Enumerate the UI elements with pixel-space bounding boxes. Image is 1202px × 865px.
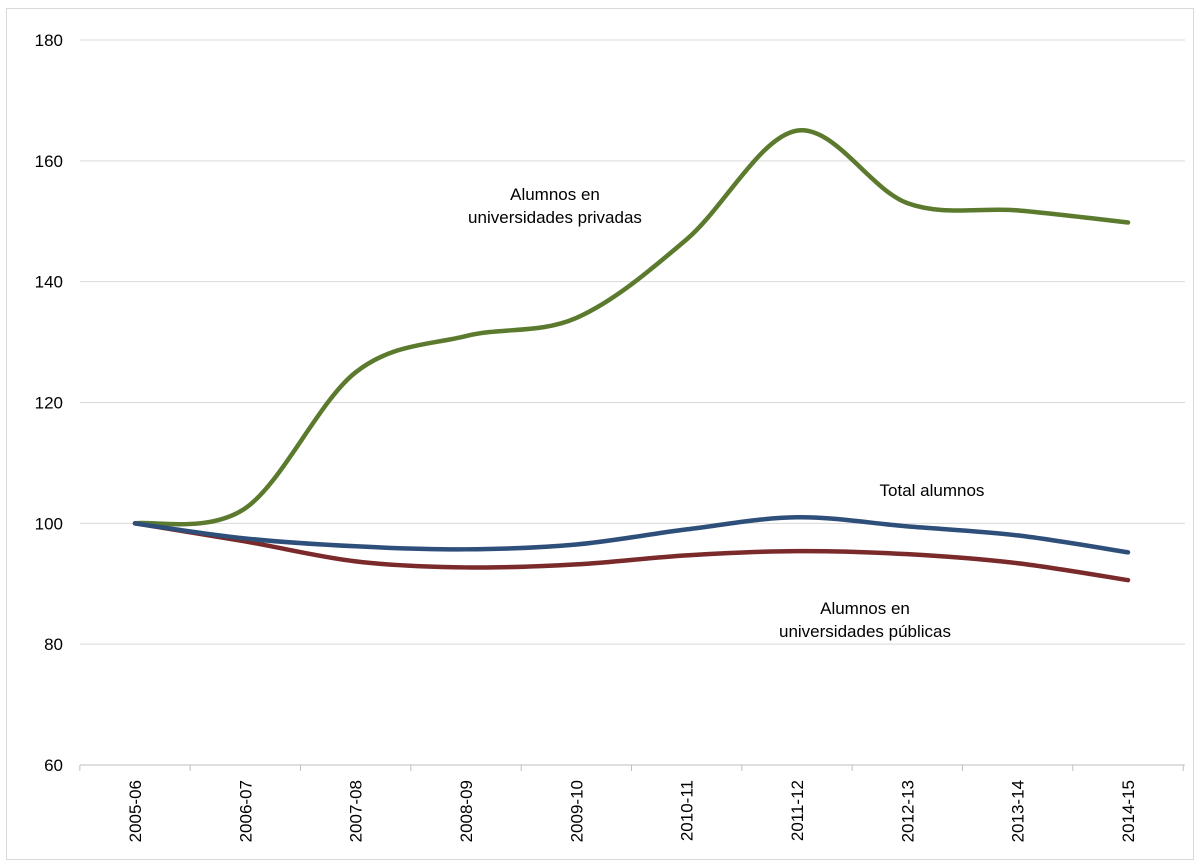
x-tick-label: 2006-07 bbox=[236, 780, 255, 842]
series-line-0 bbox=[132, 128, 1131, 527]
y-tick-label: 100 bbox=[35, 514, 63, 533]
y-tick-label: 180 bbox=[35, 31, 63, 50]
x-tick-label: 2012-13 bbox=[898, 780, 917, 842]
series-annotation-label: Total alumnos bbox=[880, 481, 985, 500]
y-tick-label: 120 bbox=[35, 394, 63, 413]
series-lines bbox=[132, 128, 1131, 583]
x-tick-label: 2011-12 bbox=[788, 780, 807, 841]
x-tick-label: 2008-09 bbox=[457, 780, 476, 842]
x-axis-ticks: 2005-06 2006-07 2007-08 2008-09 2009-10 2010-… bbox=[126, 780, 1138, 842]
x-tick-label: 2005-06 bbox=[126, 780, 145, 842]
y-tick-label: 160 bbox=[35, 152, 63, 171]
x-tick-label: 2014-15 bbox=[1119, 780, 1138, 842]
y-tick-label: 80 bbox=[44, 635, 63, 654]
series-annotation-label: universidades públicas bbox=[779, 622, 951, 641]
x-tick-label: 2010-11 bbox=[678, 780, 697, 841]
series-annotation-label: universidades privadas bbox=[468, 208, 642, 227]
x-axis bbox=[79, 764, 1185, 771]
gridlines bbox=[80, 39, 1185, 766]
y-axis-ticks: 60 80 100 120 140 160 180 bbox=[35, 31, 63, 775]
series-line-1 bbox=[132, 515, 1131, 555]
x-tick-label: 2013-14 bbox=[1009, 780, 1028, 842]
y-tick-label: 60 bbox=[44, 756, 63, 775]
series-line-2 bbox=[132, 521, 1131, 583]
chart-frame bbox=[6, 8, 1194, 860]
series-annotation-label: Alumnos en bbox=[820, 599, 910, 618]
x-tick-label: 2007-08 bbox=[347, 780, 366, 842]
series-annotations: Alumnos en universidades privadas Total al… bbox=[468, 185, 984, 641]
x-tick-label: 2009-10 bbox=[567, 780, 586, 842]
y-tick-label: 140 bbox=[35, 273, 63, 292]
series-annotation-label: Alumnos en bbox=[510, 185, 600, 204]
